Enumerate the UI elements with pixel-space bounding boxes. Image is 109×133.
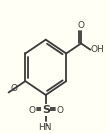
Text: HN: HN: [38, 123, 51, 132]
Text: S: S: [42, 105, 50, 115]
Text: O: O: [77, 21, 84, 30]
Text: O: O: [56, 106, 64, 115]
Text: OH: OH: [91, 45, 105, 54]
Text: O: O: [11, 84, 18, 93]
Text: O: O: [28, 106, 35, 115]
